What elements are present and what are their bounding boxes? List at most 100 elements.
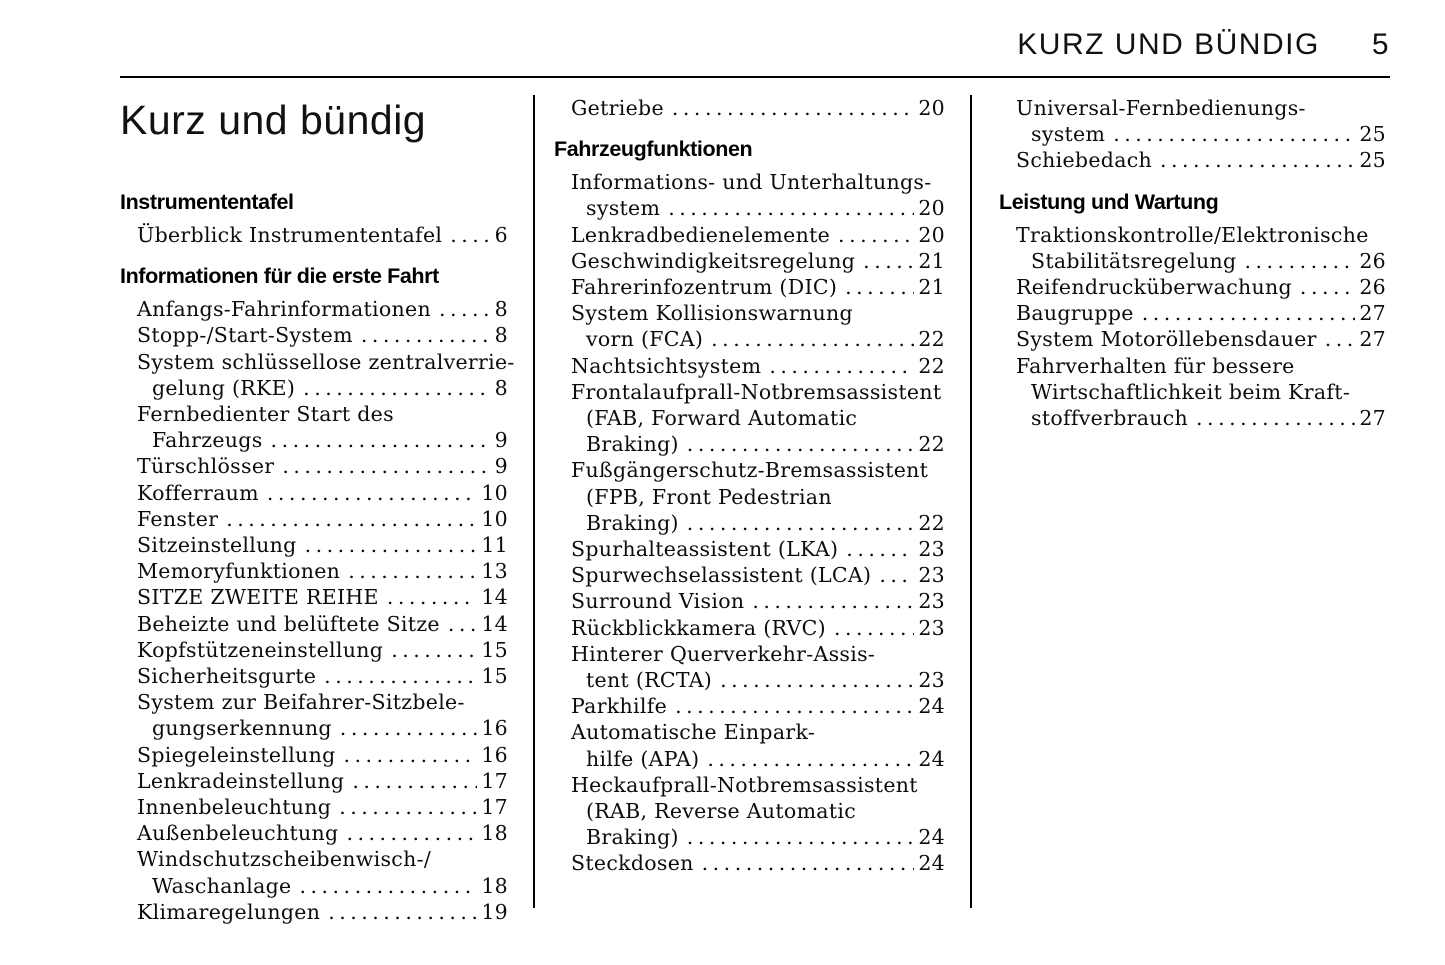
entry-line: Außenbeleuchtung 18 xyxy=(137,820,508,846)
entry-label: Fahrzeugs xyxy=(152,428,263,453)
dot-leader xyxy=(305,532,478,558)
dot-leader xyxy=(672,95,914,121)
dot-leader xyxy=(668,195,914,221)
dot-leader xyxy=(324,663,477,689)
entry-page-number: 20 xyxy=(918,96,945,120)
dot-leader xyxy=(834,615,914,641)
dot-leader xyxy=(707,746,914,772)
header-rule xyxy=(120,76,1390,78)
entry-label: System Motoröllebensdauer xyxy=(1016,327,1317,352)
entry-label: (FPB, Front Pedestrian xyxy=(586,484,832,509)
entry-page-number: 24 xyxy=(918,851,945,876)
entry-label: Anfangs-Fahrinformationen xyxy=(137,297,431,322)
toc-entry: Anfangs-Fahrinformationen 8 xyxy=(120,296,508,322)
toc-entry: Surround Vision 23 xyxy=(554,588,945,614)
dot-leader xyxy=(838,222,914,248)
entry-line: Kofferraum 10 xyxy=(137,480,508,506)
entry-line: System zur Beifahrer-Sitzbele- xyxy=(137,689,508,715)
entry-line: gelung (RKE) 8 xyxy=(137,375,508,401)
dot-leader xyxy=(282,453,490,479)
toc-entry: Fenster 10 xyxy=(120,506,508,532)
entry-label: System Kollisionswarnung xyxy=(571,301,853,326)
toc-entry: System schlüssellose zentralverrie-gelun… xyxy=(120,349,514,401)
entry-page-number: 23 xyxy=(918,615,945,640)
entry-label: Parkhilfe xyxy=(571,694,668,719)
entry-page-number: 10 xyxy=(481,506,508,531)
toc-entry: Baugruppe 27 xyxy=(999,300,1386,326)
entry-line: Steckdosen 24 xyxy=(571,850,945,876)
entry-line: Lenkradbedienelemente 20 xyxy=(571,222,945,248)
dot-leader xyxy=(348,558,477,584)
dot-leader xyxy=(1300,274,1355,300)
toc-entry: Heckaufprall-Notbremsassistent (RAB, Reve… xyxy=(554,772,945,851)
entry-page-number: 24 xyxy=(918,746,945,771)
entry-page-number: 20 xyxy=(918,196,945,221)
toc-entry: Sitzeinstellung 11 xyxy=(120,532,508,558)
section-heading: Fahrzeugfunktionen xyxy=(554,137,753,162)
dot-leader xyxy=(769,353,914,379)
dot-leader xyxy=(1113,121,1355,147)
entry-label: Fernbedienter Start des xyxy=(137,402,394,427)
entry-line: Kopfstützeneinstellung 15 xyxy=(137,637,508,663)
entry-label: (FAB, Forward Automatic xyxy=(586,406,858,431)
entry-line: Braking) 24 xyxy=(571,824,945,850)
entry-line: Wirtschaftlichkeit beim Kraft- xyxy=(1016,379,1386,405)
entry-label: system xyxy=(586,196,661,221)
toc-entry: Sicherheitsgurte 15 xyxy=(120,663,508,689)
toc-entry: Spiegeleinstellung 16 xyxy=(120,742,508,768)
entry-label: Fahrverhalten für bessere xyxy=(1016,353,1295,378)
entry-line: stoffverbrauch 27 xyxy=(1016,405,1386,431)
running-header: KURZ UND BÜNDIG 5 xyxy=(120,0,1390,62)
entry-page-number: 20 xyxy=(918,222,945,247)
entry-line: Frontalaufprall-Notbremsassistent xyxy=(571,379,945,405)
dot-leader xyxy=(328,899,477,925)
entry-page-number: 15 xyxy=(481,664,508,689)
entry-page-number: 14 xyxy=(481,611,508,636)
entry-label: Frontalaufprall-Notbremsassistent xyxy=(571,379,942,404)
entry-line: Stopp-/Start-System 8 xyxy=(137,322,508,348)
entry-label: gelung (RKE) xyxy=(152,375,296,400)
toc-entry: Türschlösser 9 xyxy=(120,453,508,479)
entry-line: Braking) 22 xyxy=(571,510,945,536)
entry-label: Steckdosen xyxy=(571,851,694,876)
dot-leader xyxy=(846,536,914,562)
entry-label: Fußgängerschutz-Bremsassistent xyxy=(571,458,929,483)
toc-entry: Stopp-/Start-System 8 xyxy=(120,322,508,348)
entry-line: Surround Vision 23 xyxy=(571,588,945,614)
toc-entry: SITZE ZWEITE REIHE 14 xyxy=(120,584,508,610)
dot-leader xyxy=(1160,147,1355,173)
entry-label: Rückblickkamera (RVC) xyxy=(571,615,826,640)
dot-leader xyxy=(675,693,914,719)
dot-leader xyxy=(271,427,491,453)
dot-leader xyxy=(352,768,477,794)
entry-label: Außenbeleuchtung xyxy=(137,821,339,846)
toc-entry: Fahrerinfozentrum (DIC) 21 xyxy=(554,274,945,300)
entry-page-number: 26 xyxy=(1359,275,1386,300)
dot-leader xyxy=(1325,326,1356,352)
entry-label: Traktionskontrolle/Elektronische xyxy=(1016,222,1369,247)
entry-line: system 25 xyxy=(1016,121,1386,147)
toc-entry: Innenbeleuchtung 17 xyxy=(120,794,508,820)
entry-label: Getriebe xyxy=(571,96,664,120)
toc-entry: Fußgängerschutz-Bremsassistent (FPB, Fron… xyxy=(554,457,945,536)
column-divider xyxy=(970,95,972,908)
entry-label: (RAB, Reverse Automatic xyxy=(586,799,857,824)
toc-entry: Beheizte und belüftete Sitze 14 xyxy=(120,611,508,637)
entry-label: Türschlösser xyxy=(137,454,275,479)
entry-line: Sicherheitsgurte 15 xyxy=(137,663,508,689)
toc-entry: Lenkradeinstellung 17 xyxy=(120,768,508,794)
dot-leader xyxy=(450,222,490,248)
dot-leader xyxy=(1142,300,1356,326)
toc-entry: Universal-Fernbedienungs-system 25 xyxy=(999,95,1386,147)
entry-label: SITZE ZWEITE REIHE xyxy=(137,585,379,610)
entry-page-number: 8 xyxy=(494,297,508,322)
dot-leader xyxy=(863,248,914,274)
entry-page-number: 9 xyxy=(494,454,508,479)
entry-line: System Motoröllebensdauer 27 xyxy=(1016,326,1386,352)
entry-page-number: 23 xyxy=(918,589,945,614)
entry-line: Heckaufprall-Notbremsassistent xyxy=(571,772,945,798)
dot-leader xyxy=(687,510,915,536)
entry-line: Parkhilfe 24 xyxy=(571,693,945,719)
toc-entry: Außenbeleuchtung 18 xyxy=(120,820,508,846)
dot-leader xyxy=(711,326,914,352)
